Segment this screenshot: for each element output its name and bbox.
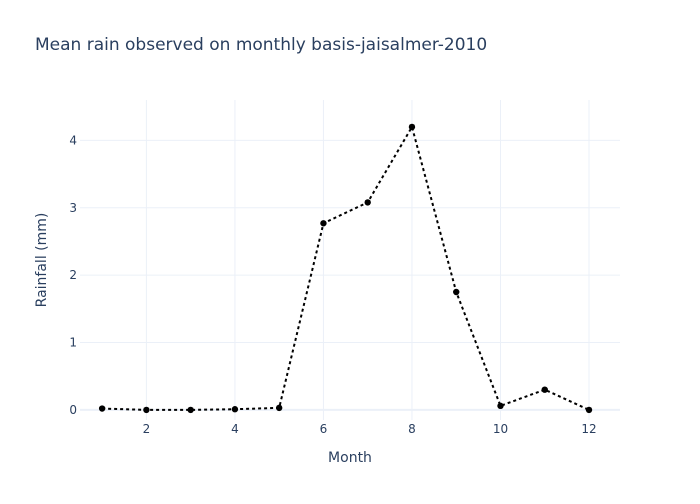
data-point[interactable] <box>585 406 593 414</box>
series-points <box>98 123 593 414</box>
y-axis-title: Rainfall (mm) <box>34 213 50 308</box>
x-tick-label: 10 <box>493 422 508 436</box>
data-point[interactable] <box>541 386 548 393</box>
data-point[interactable] <box>231 406 239 413</box>
grid <box>80 100 620 420</box>
x-tick-label: 8 <box>408 422 416 436</box>
data-point[interactable] <box>320 220 327 227</box>
x-axis-title: Month <box>328 450 372 466</box>
x-tick-label: 6 <box>320 422 328 436</box>
y-tick-label: 3 <box>69 201 77 215</box>
y-tick-label: 0 <box>69 403 77 417</box>
series-line <box>102 124 590 411</box>
data-point[interactable] <box>497 402 504 410</box>
data-point[interactable] <box>453 288 460 296</box>
x-tick-label: 12 <box>581 422 596 436</box>
data-point[interactable] <box>364 199 371 206</box>
x-tick-label: 2 <box>143 422 151 436</box>
y-tick-label: 2 <box>69 268 77 282</box>
x-tick-label: 4 <box>231 422 239 436</box>
y-tick-label: 1 <box>69 336 77 350</box>
chart-title: Mean rain observed on monthly basis-jais… <box>35 35 487 55</box>
data-point[interactable] <box>98 405 106 412</box>
data-point[interactable] <box>143 406 150 414</box>
data-point[interactable] <box>408 123 416 131</box>
y-tick-label: 4 <box>69 133 77 147</box>
data-point[interactable] <box>275 404 283 412</box>
data-point[interactable] <box>187 406 194 414</box>
